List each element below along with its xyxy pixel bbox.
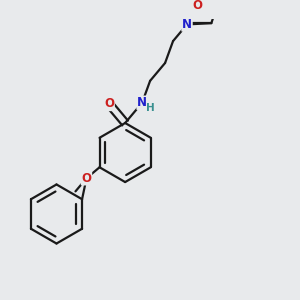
Text: O: O <box>82 172 92 185</box>
Text: O: O <box>104 98 114 110</box>
Text: N: N <box>137 96 147 109</box>
Text: O: O <box>192 0 203 12</box>
Text: H: H <box>146 103 155 113</box>
Text: N: N <box>182 18 192 31</box>
